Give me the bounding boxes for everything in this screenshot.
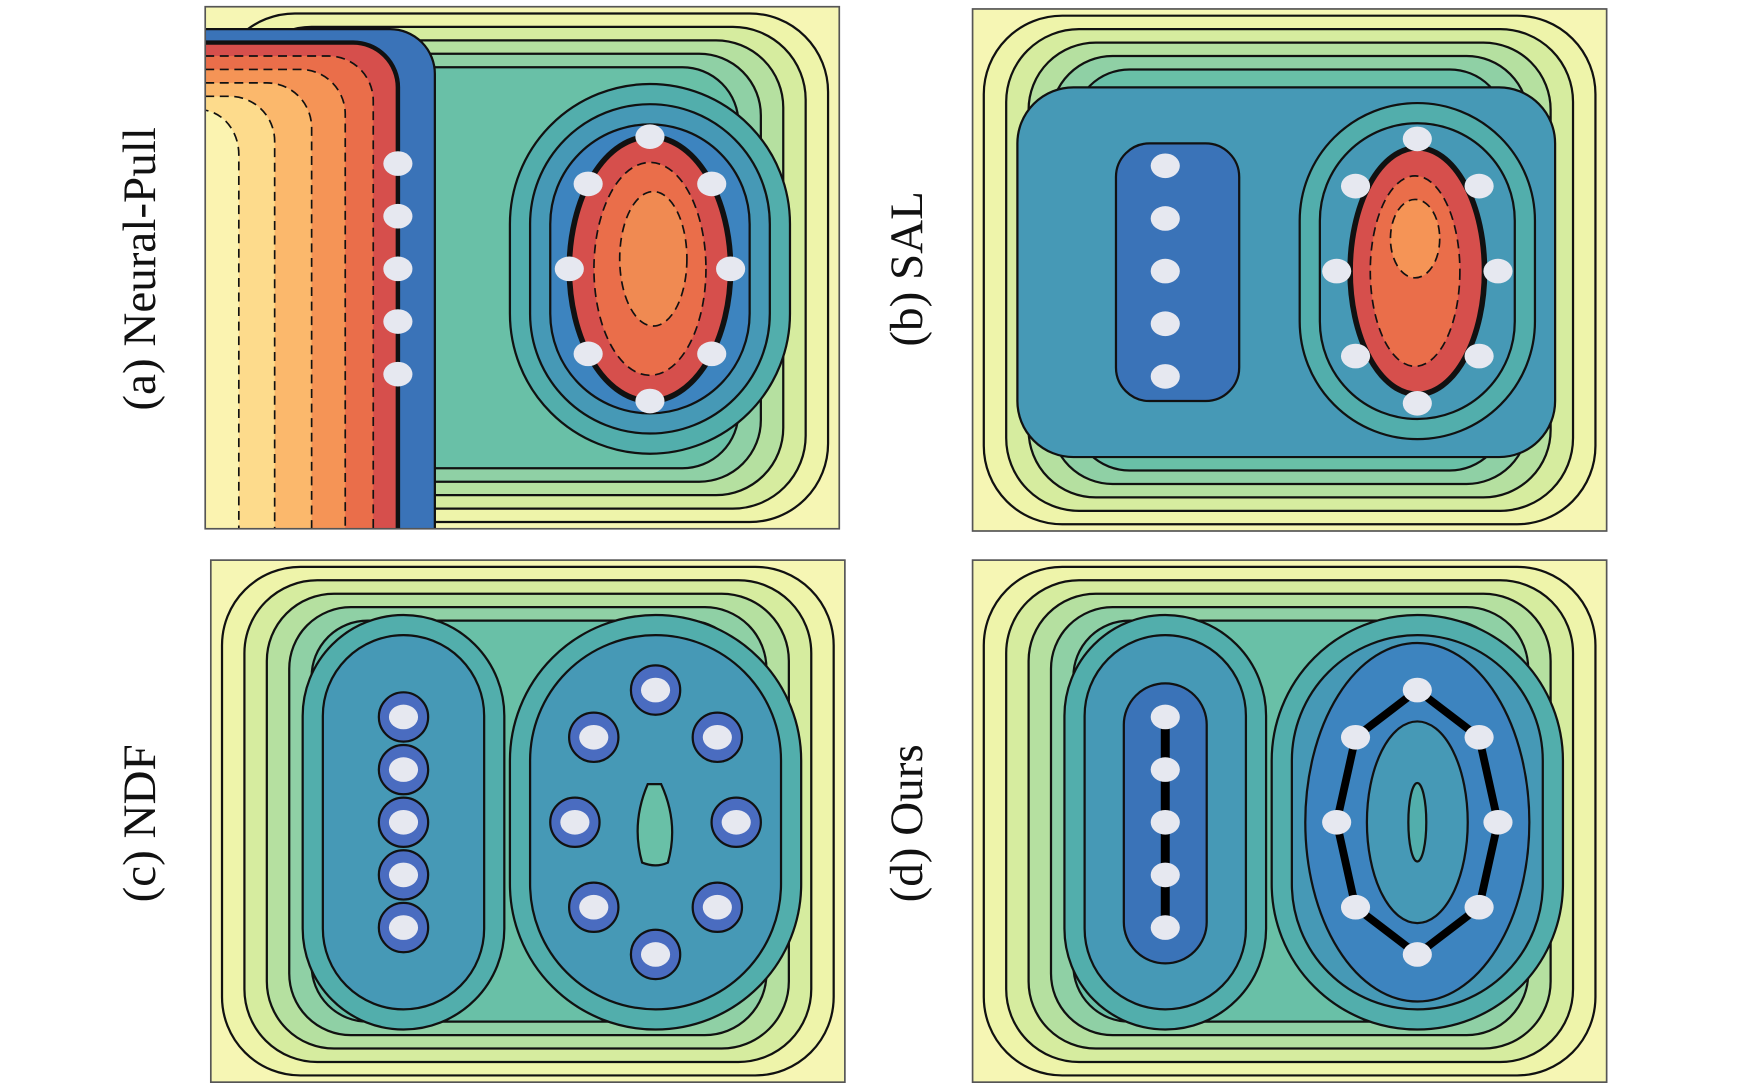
sample-point [383, 256, 413, 282]
contour [1407, 781, 1428, 863]
sample-point [579, 894, 609, 920]
sample-point [1150, 862, 1180, 888]
sample-point [579, 724, 609, 750]
sample-point [697, 171, 727, 197]
sample-point [1464, 724, 1494, 750]
plot-frame [204, 5, 841, 530]
sample-point [1340, 894, 1371, 920]
sample-point [383, 151, 413, 176]
sample-point [560, 809, 590, 835]
sample-point [1402, 390, 1432, 416]
sample-point [1150, 311, 1180, 337]
sample-point [1483, 258, 1513, 284]
panel-label: (d) Ours [881, 744, 933, 902]
contour-plot [205, 6, 840, 529]
sample-point [1483, 809, 1513, 835]
sample-point [1150, 153, 1180, 179]
sample-point [1150, 915, 1180, 940]
sample-point [1150, 364, 1180, 389]
sample-point [1150, 206, 1180, 231]
sample-point [1464, 173, 1494, 199]
sample-point [388, 809, 419, 835]
plot-frame [209, 559, 846, 1083]
sample-point [383, 203, 413, 229]
contour [1389, 198, 1441, 279]
sample-point [702, 724, 732, 750]
sample-point [1402, 942, 1432, 967]
sample-point [1340, 724, 1371, 750]
sample-point [388, 704, 419, 730]
sample-point [1340, 343, 1371, 369]
contour [636, 783, 674, 867]
sample-point [388, 862, 419, 888]
sample-point [388, 757, 419, 782]
sample-point [573, 171, 603, 197]
sample-point [635, 388, 665, 414]
sample-point [1322, 258, 1352, 284]
sample-point [697, 341, 727, 367]
sample-point [635, 124, 665, 149]
panel-label: (b) SAL [881, 191, 933, 347]
sample-point [554, 256, 584, 282]
sample-point [1402, 677, 1432, 703]
contour [205, 109, 240, 529]
plot-frame [971, 559, 1608, 1083]
sample-point [1340, 173, 1371, 199]
sample-point [1464, 894, 1494, 920]
contour-plot [210, 560, 845, 1083]
sample-point [573, 341, 603, 367]
sample-point [640, 942, 671, 967]
sample-point [1150, 809, 1180, 835]
sample-point [1150, 258, 1180, 284]
sample-point [721, 809, 751, 835]
panel-label: (c) NDF [114, 744, 166, 902]
panel-label: (a) Neural-Pull [114, 127, 166, 410]
sample-point [1464, 343, 1494, 369]
sample-point [383, 309, 413, 334]
sample-point [388, 915, 419, 940]
sample-point [640, 677, 671, 703]
sample-point [383, 361, 413, 387]
sample-point [1150, 757, 1180, 782]
contour-plot [972, 560, 1607, 1083]
sample-point [702, 894, 732, 920]
contour-plot [972, 8, 1607, 531]
plot-frame [971, 8, 1608, 532]
sample-point [1402, 126, 1432, 152]
contour [618, 190, 688, 327]
sample-point [716, 256, 746, 282]
sample-point [1322, 809, 1352, 835]
sample-point [1150, 704, 1180, 730]
